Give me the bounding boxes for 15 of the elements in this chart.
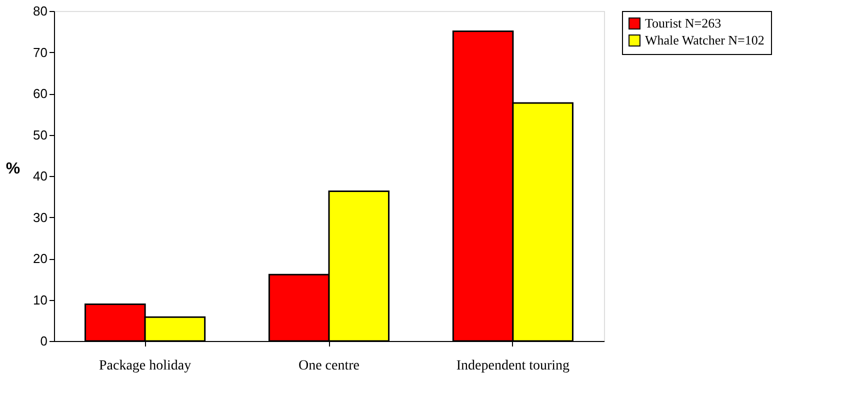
- y-tick-label: 60: [33, 86, 48, 101]
- y-tick-label: 80: [33, 4, 48, 18]
- x-tick-label: Package holiday: [98, 358, 192, 374]
- y-tick-label: 20: [33, 251, 48, 266]
- legend-label: Whale Watcher N=102: [645, 32, 764, 48]
- legend-label: Tourist N=263: [645, 16, 722, 30]
- y-tick-label: 50: [33, 127, 48, 142]
- y-axis-title: %: [6, 160, 20, 178]
- y-tick-label: 10: [33, 292, 48, 308]
- y-tick-label: 0: [40, 334, 48, 348]
- y-tick-label: 30: [33, 210, 48, 225]
- y-tick-label: 40: [33, 168, 48, 184]
- x-tick-label: Independent touring: [456, 358, 570, 374]
- y-tick-label: 70: [33, 44, 48, 60]
- x-tick-label: One centre: [298, 358, 360, 374]
